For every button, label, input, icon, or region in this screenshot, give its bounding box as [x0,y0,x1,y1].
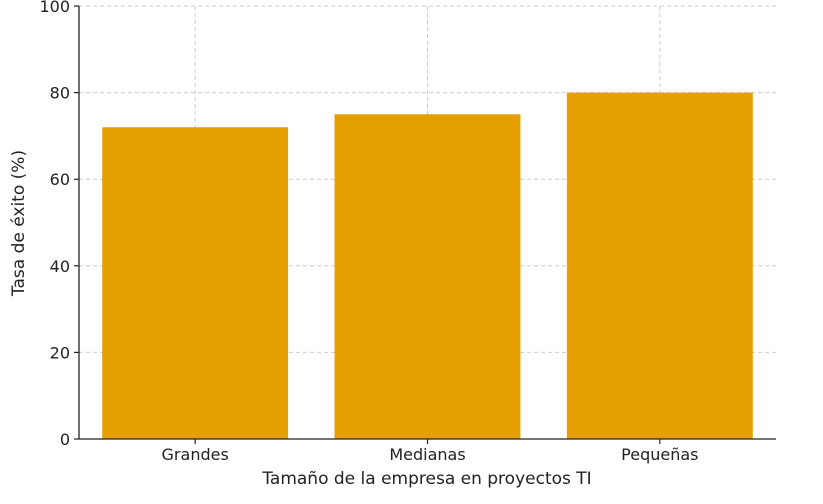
x-tick-label: Pequeñas [621,445,698,464]
y-tick-label: 20 [50,343,70,362]
y-tick-label: 0 [60,430,70,449]
x-tick-label: Grandes [162,445,229,464]
y-tick-label: 60 [50,170,70,189]
y-tick-label: 40 [50,257,70,276]
y-tick-label: 100 [39,0,70,16]
y-axis-label: Tasa de éxito (%) [9,150,29,297]
bar-pequeñas [566,92,753,439]
y-ticks: 0 20 40 60 80 100 [39,0,79,449]
bars [102,92,753,440]
y-tick-label: 80 [50,84,70,103]
bar-medianas [334,114,521,439]
bar-grandes [102,127,289,440]
x-ticks: Grandes Medianas Pequeñas [162,439,699,464]
x-tick-label: Medianas [389,445,465,464]
x-axis-label: Tamaño de la empresa en proyectos TI [261,469,591,489]
